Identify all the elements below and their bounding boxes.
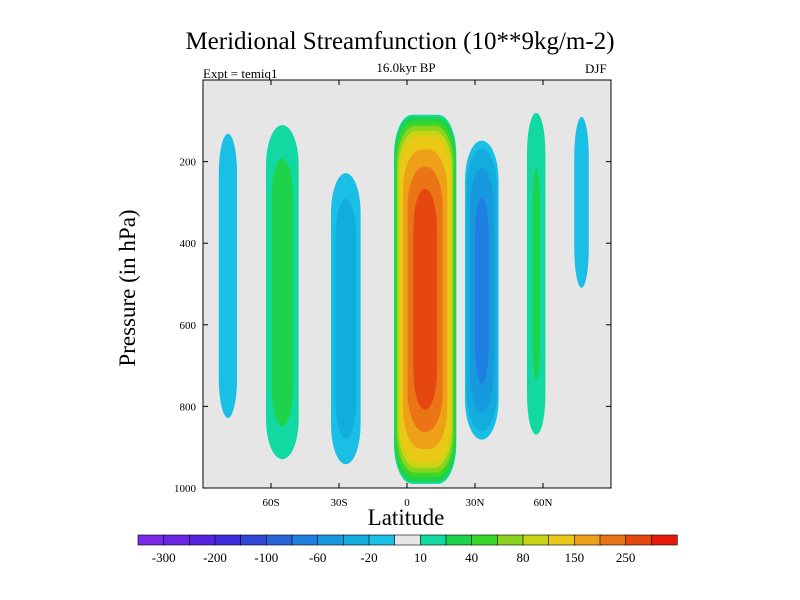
- sh-ferrel-cell-band-2: [271, 158, 294, 426]
- colorbar-swatch: [240, 534, 267, 546]
- sh-hadley-cell-band-2: [335, 198, 357, 439]
- x-tick-label: 30N: [466, 497, 485, 509]
- colorbar-swatch: [445, 534, 473, 546]
- axis-ticks: 60S 30S 0 30N 60N 200 400 600 800 1000: [174, 80, 611, 509]
- colorbar-swatch: [420, 534, 447, 546]
- colorbar-swatch: [343, 534, 370, 546]
- sh-polar-cell-band-1: [218, 133, 238, 418]
- nh-hadley-cell: [393, 114, 457, 484]
- colorbar-swatch: [548, 534, 575, 546]
- colorbar-swatch: [394, 534, 421, 546]
- nh-polar-cell: [574, 117, 589, 288]
- colorbar-label: 10: [414, 550, 427, 565]
- colorbar-swatch: [291, 534, 319, 546]
- colorbar-label: -60: [309, 550, 326, 565]
- nh-ferrel-cell-band-2: [532, 167, 540, 380]
- y-tick-label: 1000: [174, 483, 197, 495]
- x-tick-label: 60S: [262, 497, 279, 509]
- chart-title: Meridional Streamfunction (10**9kg/m-2): [185, 28, 615, 55]
- colorbar-label: 150: [565, 550, 585, 565]
- colorbar-swatch: [522, 534, 550, 546]
- colorbar-swatch: [214, 534, 242, 546]
- colorbar-label: 80: [517, 550, 530, 565]
- colorbar-swatch: [625, 534, 652, 546]
- colorbar-swatch: [163, 534, 190, 546]
- season-label: DJF: [585, 61, 607, 76]
- colorbar-swatch: [651, 534, 678, 546]
- colorbar-swatch: [471, 534, 498, 546]
- colorbar-swatch: [574, 534, 601, 546]
- chart-subtitle: 16.0kyr BP: [376, 60, 436, 75]
- colorbar-swatch: [497, 534, 524, 546]
- colorbar-label: 40: [465, 550, 478, 565]
- colorbar-label: -100: [254, 550, 278, 565]
- y-tick-label: 800: [180, 401, 197, 413]
- x-tick-label: 0: [404, 497, 410, 509]
- experiment-label: Expt = temiq1: [203, 66, 278, 81]
- x-axis-label: Latitude: [367, 505, 445, 530]
- colorbar-label: -300: [152, 550, 176, 565]
- nh-subtropical-cell-band-4: [474, 196, 489, 384]
- sh-ferrel-cell: [265, 125, 299, 460]
- colorbar-label: -20: [360, 550, 377, 565]
- y-tick-label: 400: [180, 238, 197, 250]
- nh-ferrel-cell: [526, 112, 546, 435]
- nh-polar-cell-band-1: [574, 117, 589, 288]
- colorbar-swatch: [368, 534, 396, 546]
- nh-hadley-cell-band-9: [413, 188, 437, 410]
- colorbar-swatch: [317, 534, 344, 546]
- colorbar-label: -200: [203, 550, 227, 565]
- y-tick-label: 600: [180, 320, 197, 332]
- colorbar-swatch: [266, 534, 293, 546]
- x-tick-label: 30S: [330, 497, 347, 509]
- colorbar-swatch: [137, 534, 165, 546]
- contour-field: [218, 112, 589, 484]
- nh-subtropical-cell: [465, 140, 499, 440]
- x-tick-label: 60N: [534, 497, 553, 509]
- sh-hadley-cell: [330, 173, 361, 465]
- colorbar: -300 -200 -100 -60 -20 10 40 80 150 250: [137, 534, 678, 565]
- colorbar-label: 250: [616, 550, 636, 565]
- colorbar-swatch: [189, 534, 216, 546]
- sh-polar-cell: [218, 133, 238, 418]
- colorbar-swatch: [599, 534, 627, 546]
- y-tick-label: 200: [180, 157, 197, 169]
